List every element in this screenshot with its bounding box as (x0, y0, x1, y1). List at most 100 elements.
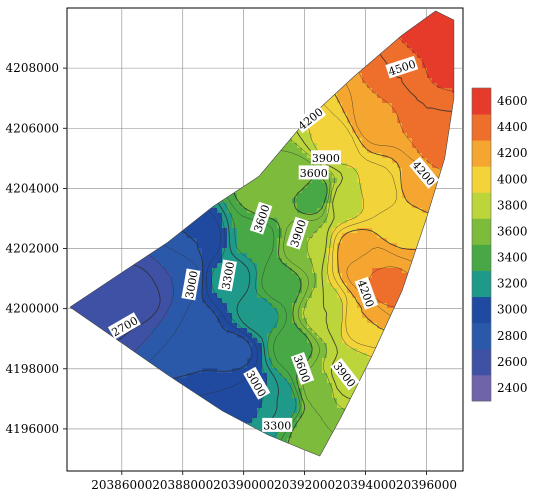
heatmap-cell (167, 53, 173, 59)
heatmap-cell (262, 183, 268, 189)
heatmap-cell (77, 173, 83, 179)
heatmap-cell (407, 298, 413, 304)
heatmap-cell (207, 183, 213, 189)
heatmap-cell (242, 198, 248, 204)
heatmap-cell (70, 83, 73, 89)
heatmap-cell (372, 128, 378, 134)
heatmap-cell (262, 163, 268, 169)
heatmap-cell (247, 113, 253, 119)
heatmap-cell (292, 273, 298, 279)
heatmap-cell (152, 28, 158, 34)
heatmap-cell (82, 113, 88, 119)
heatmap-cell (70, 78, 73, 84)
heatmap-cell (437, 33, 443, 39)
heatmap-cell (157, 163, 163, 169)
heatmap-cell (382, 313, 388, 319)
heatmap-cell (197, 128, 203, 134)
heatmap-cell (92, 208, 98, 214)
heatmap-cell (87, 293, 93, 299)
heatmap-cell (127, 163, 133, 169)
heatmap-cell (422, 218, 428, 224)
heatmap-cell (292, 73, 298, 79)
heatmap-cell (287, 43, 293, 49)
heatmap-cell (247, 123, 253, 129)
heatmap-cell (242, 11, 248, 14)
heatmap-cell (112, 28, 118, 34)
heatmap-cell (412, 273, 418, 279)
heatmap-cell (192, 253, 198, 259)
heatmap-cell (452, 43, 454, 49)
heatmap-cell (70, 298, 73, 304)
heatmap-cell (452, 268, 454, 274)
heatmap-cell (452, 228, 454, 234)
heatmap-cell (392, 298, 398, 304)
heatmap-cell (422, 258, 428, 264)
heatmap-cell (437, 23, 443, 29)
heatmap-cell (432, 108, 438, 114)
heatmap-cell (287, 78, 293, 84)
heatmap-cell (72, 223, 78, 229)
heatmap-cell (417, 198, 423, 204)
heatmap-cell (232, 143, 238, 149)
heatmap-cell (392, 153, 398, 159)
heatmap-cell (282, 268, 288, 274)
heatmap-cell (367, 193, 373, 199)
heatmap-cell (397, 123, 403, 129)
heatmap-cell (302, 213, 308, 219)
heatmap-cell (307, 293, 313, 299)
heatmap-cell (432, 138, 438, 144)
heatmap-cell (262, 248, 268, 254)
heatmap-cell (307, 93, 313, 99)
heatmap-cell (292, 263, 298, 269)
heatmap-cell (297, 298, 303, 304)
heatmap-cell (327, 258, 333, 264)
heatmap-cell (392, 293, 398, 299)
heatmap-cell (102, 53, 108, 59)
heatmap-cell (287, 143, 293, 149)
heatmap-cell (327, 278, 333, 284)
heatmap-cell (457, 213, 463, 219)
heatmap-cell (282, 283, 288, 289)
heatmap-cell (452, 68, 454, 74)
heatmap-cell (412, 148, 418, 154)
heatmap-cell (70, 18, 73, 24)
heatmap-cell (187, 108, 193, 114)
heatmap-cell (167, 78, 173, 84)
heatmap-cell (337, 203, 343, 209)
heatmap-cell (267, 11, 273, 14)
heatmap-cell (337, 63, 343, 69)
heatmap-cell (202, 193, 208, 199)
heatmap-cell (342, 283, 348, 289)
heatmap-cell (297, 158, 303, 164)
heatmap-cell (427, 88, 433, 94)
heatmap-cell (337, 78, 343, 84)
heatmap-cell (307, 283, 313, 289)
heatmap-cell (352, 38, 358, 44)
heatmap-cell (387, 288, 393, 294)
heatmap-cell (147, 33, 153, 39)
heatmap-cell (322, 18, 328, 24)
heatmap-cell (187, 313, 193, 319)
heatmap-cell (267, 198, 273, 204)
heatmap-cell (252, 38, 258, 44)
heatmap-cell (252, 78, 258, 84)
heatmap-cell (282, 198, 288, 204)
heatmap-cell (242, 208, 248, 214)
heatmap-cell (352, 218, 358, 224)
heatmap-cell (142, 68, 148, 74)
heatmap-cell (122, 98, 128, 104)
heatmap-cell (192, 223, 198, 229)
heatmap-cell (227, 63, 233, 69)
heatmap-cell (112, 128, 118, 134)
heatmap-cell (362, 173, 368, 179)
heatmap-cell (202, 293, 208, 299)
heatmap-cell (402, 78, 408, 84)
heatmap-cell (397, 143, 403, 149)
heatmap-cell (97, 293, 103, 299)
heatmap-cell (127, 123, 133, 129)
heatmap-cell (327, 123, 333, 129)
heatmap-cell (107, 253, 113, 259)
heatmap-cell (452, 193, 454, 199)
heatmap-cell (167, 308, 173, 314)
heatmap-cell (282, 93, 288, 99)
